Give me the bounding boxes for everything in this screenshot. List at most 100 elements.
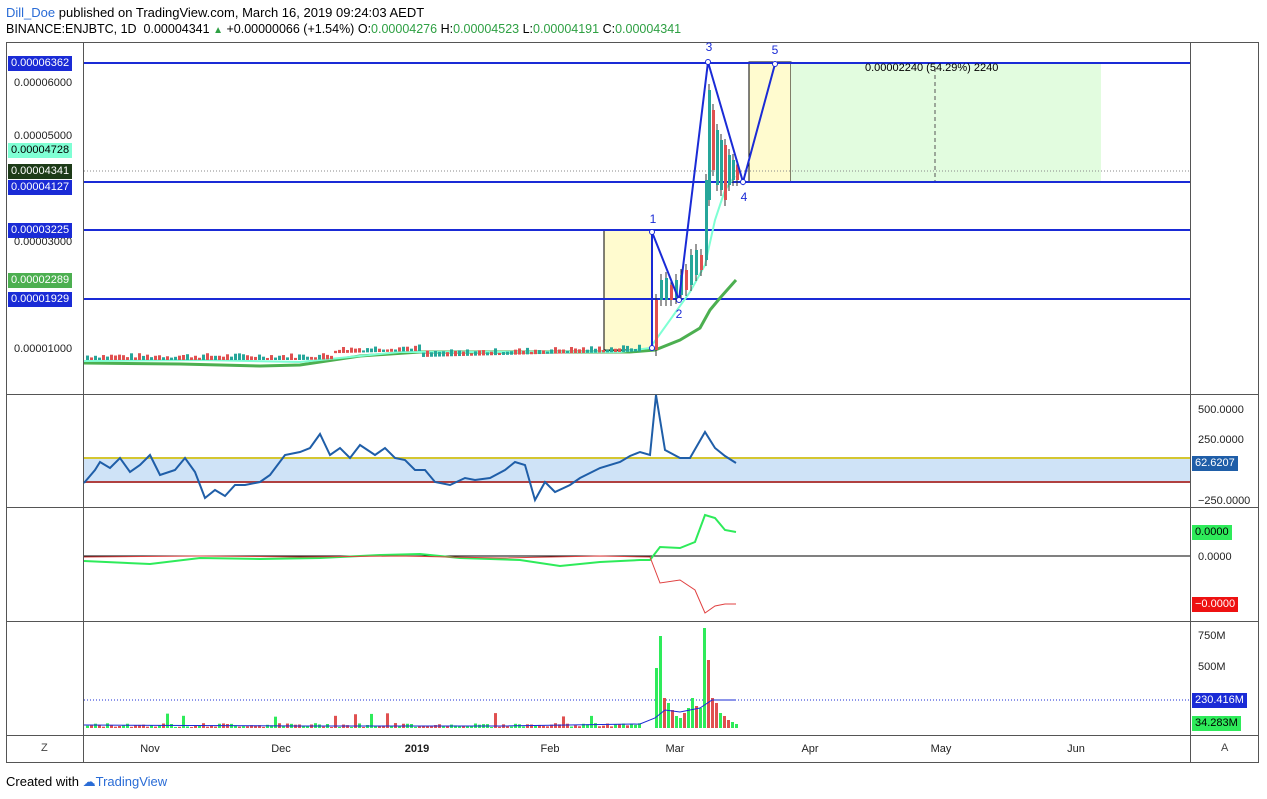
candle	[498, 352, 501, 356]
time-tick: May	[930, 743, 952, 755]
candle	[578, 349, 581, 354]
volume-bar	[602, 725, 605, 728]
candle	[178, 355, 181, 360]
volume-bar	[707, 660, 710, 728]
volume-bar	[86, 725, 89, 728]
candle	[446, 352, 449, 357]
volume-bar	[110, 725, 113, 728]
tradingview-logo-icon[interactable]: ☁	[82, 774, 96, 789]
candle	[594, 348, 597, 353]
volume-bar	[711, 698, 714, 728]
candle	[302, 354, 305, 360]
candle	[522, 350, 525, 355]
dmi-minus-line	[83, 555, 736, 614]
volume-bar	[550, 724, 553, 728]
volume-ma-line	[83, 699, 736, 727]
volume-bar	[174, 726, 177, 728]
candle	[310, 356, 313, 360]
wave-label-3: 3	[705, 40, 713, 54]
candle	[562, 349, 565, 354]
candle	[450, 349, 453, 357]
candle	[270, 355, 273, 360]
volume-bar	[126, 723, 129, 728]
symbol-name[interactable]: BINANCE:ENJBTC, 1D	[6, 22, 137, 36]
volume-bar	[470, 726, 473, 728]
candle	[638, 344, 641, 352]
price-label-last: 0.00004341	[8, 164, 73, 179]
candle	[394, 349, 397, 352]
candle	[610, 347, 613, 353]
volume-bar	[434, 725, 437, 728]
candle	[606, 349, 609, 353]
candle	[370, 348, 373, 353]
candle	[720, 140, 723, 190]
price-label-ema-fast: 0.00004728	[8, 143, 73, 158]
volume-bar	[102, 726, 105, 728]
volume-bar	[302, 725, 305, 728]
volume-bar	[510, 726, 513, 728]
fib-box-1	[603, 229, 653, 351]
volume-bar	[494, 713, 497, 728]
volume-bar	[606, 723, 609, 728]
candle	[390, 348, 393, 352]
candle	[146, 354, 149, 360]
candle	[622, 345, 625, 352]
close-value: 0.00004341	[615, 22, 682, 36]
pane-divider-3[interactable]	[6, 621, 1259, 622]
price-tick: 0.00006000	[14, 77, 73, 89]
candle	[326, 354, 329, 360]
volume-bar	[350, 726, 353, 728]
zoom-reset-button[interactable]: Z	[41, 742, 48, 754]
volume-bar	[258, 725, 261, 728]
volume-bar	[274, 716, 277, 728]
volume-bar	[566, 723, 569, 728]
candle	[354, 348, 357, 353]
candle	[482, 350, 485, 356]
footer-brand[interactable]: TradingView	[95, 774, 168, 789]
candle	[398, 347, 401, 352]
author-link[interactable]: Dill_Doe	[6, 5, 56, 20]
candle	[106, 356, 109, 360]
candle	[166, 356, 169, 360]
wave-label-2: 2	[675, 307, 683, 321]
footer-created: Created with	[6, 774, 79, 789]
candle	[202, 354, 205, 360]
candle	[358, 348, 361, 353]
high-value: 0.00004523	[453, 22, 520, 36]
candle	[290, 353, 293, 360]
volume-bar	[558, 724, 561, 728]
volume-ma-label: 230.416M	[1192, 693, 1247, 708]
candle	[534, 349, 537, 355]
volume-bar	[166, 713, 169, 728]
price-label-level: 0.00003225	[8, 223, 73, 238]
low-value: 0.00004191	[533, 22, 600, 36]
volume-bar	[655, 668, 658, 728]
volume-bar	[679, 718, 682, 728]
time-tick: Jun	[1067, 743, 1085, 755]
volume-bar	[570, 726, 573, 728]
close-label: C:	[602, 22, 616, 36]
candle	[114, 355, 117, 360]
pane-divider-2[interactable]	[6, 507, 1259, 508]
candle	[174, 356, 177, 360]
candle	[705, 180, 708, 260]
volume-bar	[330, 726, 333, 728]
volume-bar	[390, 725, 393, 728]
wave-label-1: 1	[649, 212, 657, 226]
volume-bar	[719, 713, 722, 728]
volume-bar	[458, 726, 461, 728]
candle	[314, 357, 317, 360]
candle	[226, 354, 229, 360]
auto-scale-button[interactable]: A	[1221, 742, 1229, 754]
volume-bar	[210, 725, 213, 728]
price-label-level: 0.00004127	[8, 180, 73, 195]
candle	[478, 350, 481, 356]
volume-bar	[422, 725, 425, 728]
candle	[728, 155, 731, 185]
volume-bar	[638, 723, 641, 728]
volume-bar	[671, 710, 674, 728]
volume-bar	[254, 725, 257, 728]
candle	[422, 352, 425, 357]
pane-divider-1[interactable]	[6, 394, 1259, 395]
